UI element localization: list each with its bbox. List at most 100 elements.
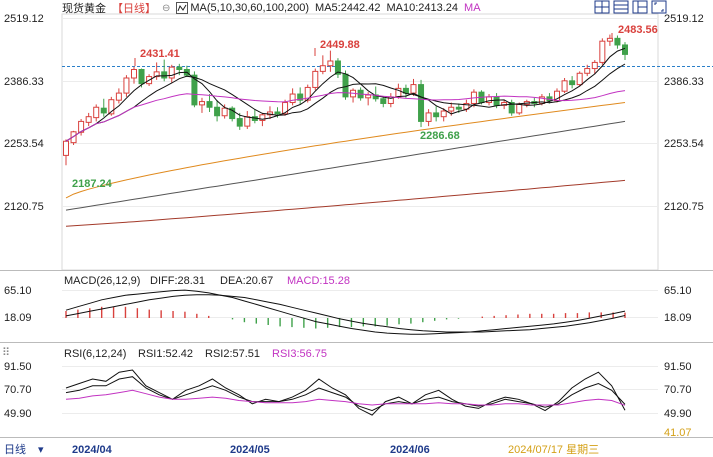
macd-value: MACD:15.28 <box>287 275 350 287</box>
candle-body <box>123 77 130 94</box>
candle-body <box>493 96 500 106</box>
candle-body <box>591 61 598 70</box>
candle-body <box>614 37 621 46</box>
candle-body <box>282 102 289 115</box>
annotation-high: 2431.41 <box>140 48 180 60</box>
candle-body <box>380 98 387 104</box>
chevron-down-icon[interactable]: ▾ <box>38 444 44 456</box>
price-tick-left: 2120.75 <box>4 201 44 213</box>
candle-body <box>168 66 175 79</box>
footer-period[interactable]: 日线 <box>4 442 26 456</box>
ma200-line <box>65 179 626 227</box>
candle-body <box>425 112 432 122</box>
candle-body <box>365 94 372 99</box>
candle-body <box>516 103 523 114</box>
price-tick-left: 2386.33 <box>4 76 44 88</box>
macd-tick-left: 65.10 <box>4 285 32 297</box>
candle-body <box>410 84 417 94</box>
candle-body <box>206 101 213 108</box>
candle-body <box>418 84 425 122</box>
candle-body <box>455 106 462 110</box>
macd-tick-right: 18.09 <box>664 312 692 324</box>
period-label[interactable]: 【日线】 <box>112 3 156 15</box>
candle-body <box>289 93 296 104</box>
instrument-name: 现货黄金 <box>62 3 106 15</box>
date-tick: 2024/06 <box>390 444 430 456</box>
candle-body <box>100 107 107 114</box>
candle-body <box>236 118 243 127</box>
price-tick-right: 2253.54 <box>664 138 704 150</box>
candle-body <box>78 120 85 133</box>
ma-chart-icon <box>176 2 189 14</box>
candle-body <box>576 72 583 86</box>
candle-body <box>584 68 591 74</box>
candle-body <box>297 93 304 101</box>
current-date: 2024/07/17 星期三 <box>508 443 599 456</box>
candle-body <box>176 66 183 70</box>
candle-body <box>153 71 160 78</box>
rsi2-line <box>65 376 626 412</box>
candle-body <box>501 102 508 106</box>
date-tick: 2024/04 <box>72 444 113 456</box>
price-tick-right: 2519.12 <box>664 13 704 25</box>
rsi3-line <box>65 389 626 406</box>
rsi-label: RSI(6,12,24) <box>64 348 126 360</box>
annotation-high: 2449.88 <box>320 39 360 51</box>
candle-body <box>569 80 576 86</box>
macd-dea: DEA:20.67 <box>220 275 273 287</box>
rsi-tick-right: 70.70 <box>664 384 692 396</box>
candle-body <box>85 116 92 123</box>
macd-diff-line <box>65 289 626 335</box>
candle-body <box>274 111 281 115</box>
price-tick-left: 2519.12 <box>4 13 44 25</box>
rsi1-value: RSI1:52.42 <box>138 348 193 360</box>
candle-body <box>342 73 349 98</box>
rsi2-value: RSI2:57.51 <box>205 348 260 360</box>
candle-body <box>63 140 69 156</box>
price-tick-right: 2386.33 <box>664 76 704 88</box>
rsi-tick-right: 49.90 <box>664 408 692 420</box>
annotation-low: 2187.24 <box>72 178 113 190</box>
candle-body <box>93 106 100 119</box>
candle-body <box>622 44 628 55</box>
rsi-tick-right-hl: 41.07 <box>664 427 692 439</box>
candle-body <box>244 116 251 127</box>
candle-body <box>130 68 137 79</box>
candle-body <box>433 112 440 118</box>
candle-body <box>221 107 228 117</box>
candle-body <box>606 37 613 42</box>
candle-body <box>108 99 115 115</box>
expand-icon[interactable] <box>651 0 667 14</box>
split-icon[interactable] <box>613 0 629 14</box>
ma-indicator[interactable]: MA(5,10,30,60,100,200) <box>176 2 309 14</box>
chart-header: 现货黄金 【日线】 ⊖ MA(5,10,30,60,100,200) MA5:2… <box>62 1 481 15</box>
candle-body <box>214 106 221 117</box>
macd-diff: DIFF:28.31 <box>150 275 205 287</box>
ma10-line <box>65 63 626 142</box>
panel-handle-icon[interactable]: ⠿ <box>2 347 10 359</box>
candle-body <box>334 60 341 75</box>
grid-icon[interactable] <box>594 0 610 14</box>
macd-tick-right: 65.10 <box>664 285 692 297</box>
circle-minus-icon[interactable]: ⊖ <box>162 2 171 14</box>
annotation-high: 2483.56 <box>618 24 658 36</box>
macd-dea-line <box>65 294 626 333</box>
candle-body <box>508 102 515 114</box>
candle-body <box>115 92 122 101</box>
ma30-line <box>65 90 626 142</box>
macd-label: MACD(26,12,9) <box>64 275 140 287</box>
ma-extra: MA <box>464 2 481 14</box>
price-tick-right: 2120.75 <box>664 201 704 213</box>
candle-body <box>599 40 606 63</box>
candle-body <box>561 80 568 92</box>
candle-body <box>229 107 236 120</box>
rsi-tick-left: 91.50 <box>4 361 32 373</box>
rsi-tick-left: 70.70 <box>4 384 32 396</box>
layout-icon[interactable] <box>632 0 648 14</box>
rsi3-value: RSI3:56.75 <box>272 348 327 360</box>
candle-body <box>191 74 198 106</box>
ma10-value: MA10:2413.24 <box>386 2 459 14</box>
macd-tick-left: 18.09 <box>4 312 32 324</box>
candle-body <box>138 68 145 85</box>
